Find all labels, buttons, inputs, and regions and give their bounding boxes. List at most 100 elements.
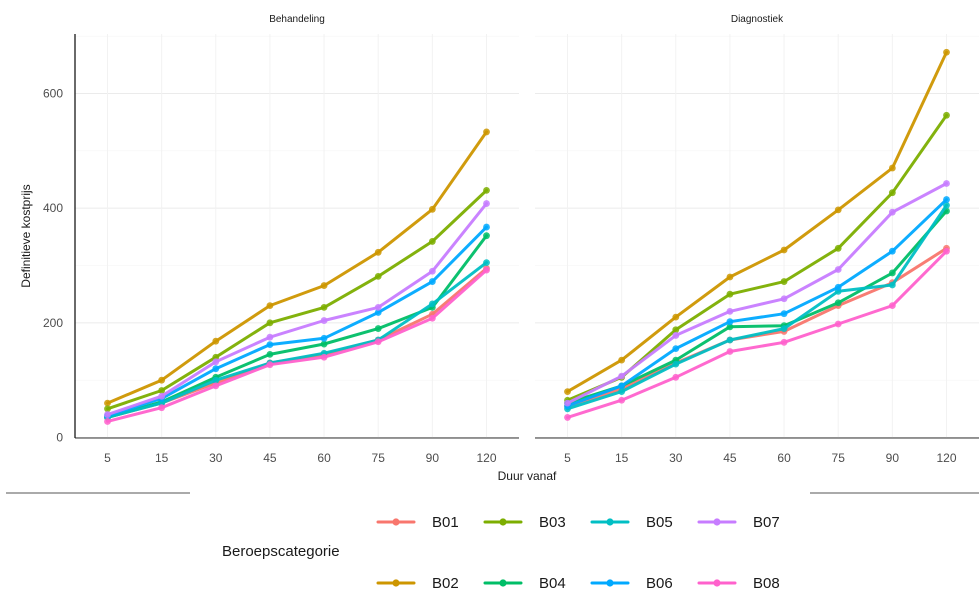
x-tick-label: 90 [426,451,440,465]
data-point-b08 [104,418,111,425]
data-point-b02 [834,206,842,214]
legend-key-point-b08 [713,579,721,587]
data-point-b03 [672,326,680,334]
x-tick-label: 120 [936,451,956,465]
data-point-b08 [158,404,166,412]
panel-title: Diagnostiek [731,14,784,25]
x-tick-label: 90 [886,451,900,465]
data-point-b03 [780,278,788,285]
data-point-b07 [320,317,328,324]
legend-label-b02: B02 [432,575,459,590]
legend-label-b08: B08 [753,575,780,590]
series-line-b07 [566,182,948,405]
data-point-b06 [212,365,220,373]
data-point-b06 [672,345,680,353]
data-point-b06 [943,196,950,203]
data-point-b07 [104,411,111,418]
data-point-b05 [780,325,788,332]
legend-key-point-b02 [392,579,400,587]
data-point-b06 [780,310,788,318]
x-tick-label: 15 [615,451,629,465]
series-line-b02 [566,50,948,394]
data-point-b08 [212,382,220,390]
data-point-b07 [212,358,220,366]
data-point-b05 [726,336,734,344]
data-point-b03 [483,186,490,194]
legend-label-b04: B04 [539,575,566,590]
data-point-b06 [834,283,842,291]
data-point-b06 [320,334,328,342]
data-point-b08 [943,247,950,255]
data-point-b02 [672,313,680,321]
data-point-b07 [672,332,680,339]
data-point-b07 [618,372,626,380]
data-point-b08 [834,320,842,328]
series-line-b07 [106,202,488,417]
x-tick-label: 45 [723,451,737,465]
data-point-b02 [618,356,626,364]
x-tick-label: 5 [564,451,571,465]
data-point-b05 [618,388,626,396]
legend-label-b05: B05 [646,514,673,531]
x-tick-label: 5 [104,451,111,465]
data-point-b07 [943,180,950,187]
data-point-b02 [888,164,896,172]
data-point-b02 [158,376,166,384]
data-point-b07 [374,303,382,311]
data-point-b03 [104,405,111,413]
data-point-b02 [943,48,950,56]
data-point-b06 [888,247,896,255]
data-point-b06 [726,318,734,326]
x-tick-label: 15 [155,451,169,465]
data-point-b07 [564,399,571,407]
x-tick-label: 75 [372,451,386,465]
y-tick-label: 600 [43,87,63,101]
data-point-b04 [726,323,734,331]
y-axis-title: Definitieve kostprijs [19,184,33,287]
series-line-b02 [106,130,488,405]
data-point-b03 [266,319,274,327]
legend-label-b01: B01 [432,514,459,531]
data-point-b04 [266,350,274,358]
data-point-b08 [483,266,490,274]
y-tick-label: 200 [43,316,63,330]
data-point-b08 [266,361,274,369]
x-axis-title: Duur vanaf [498,469,557,483]
series-line-b06 [566,198,948,408]
x-tick-label: 75 [832,451,846,465]
series-line-b08 [106,268,488,423]
data-point-b02 [726,273,734,281]
data-point-b02 [104,399,111,407]
x-tick-label: 30 [209,451,223,465]
data-point-b02 [428,205,436,213]
data-point-b04 [374,325,382,332]
x-tick-label: 30 [669,451,683,465]
data-point-b04 [483,232,490,240]
data-point-b08 [672,373,680,381]
data-point-b07 [158,392,166,400]
data-point-b03 [320,303,328,311]
data-point-b08 [564,414,571,421]
data-point-b06 [483,223,490,231]
x-tick-label: 60 [317,451,331,465]
legend-key-point-b07 [713,518,721,526]
legend-key-point-b05 [606,518,614,526]
data-point-b08 [726,348,734,355]
data-point-b03 [158,387,166,394]
data-point-b02 [266,302,274,310]
data-point-b05 [428,300,436,308]
data-point-b07 [834,266,842,273]
x-tick-label: 120 [476,451,496,465]
legend-key-point-b06 [606,579,614,587]
data-point-b05 [483,259,490,267]
data-point-b05 [888,281,896,289]
data-point-b07 [483,200,490,207]
data-point-b03 [428,238,436,245]
x-tick-label: 45 [263,451,277,465]
data-point-b06 [374,309,382,316]
data-point-b07 [888,208,896,216]
series-line-b05 [566,203,948,411]
data-point-b07 [780,295,788,303]
data-point-b02 [564,388,571,396]
data-point-b08 [320,353,328,361]
